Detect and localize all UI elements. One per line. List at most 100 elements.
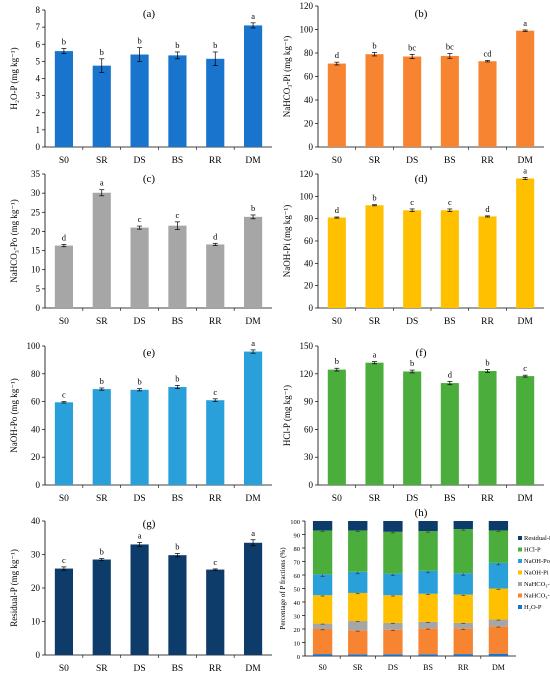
y-tick-label: 40 — [31, 424, 41, 434]
bar — [168, 55, 187, 147]
y-tick-label: 120 — [300, 169, 314, 179]
x-tick-label: DM — [518, 156, 534, 166]
panel-label: (c) — [143, 173, 156, 185]
stacked-segment — [453, 529, 473, 574]
y-axis-label: NaOH-Pi (mg kg⁻¹) — [282, 205, 292, 277]
significance-letter: c — [176, 210, 180, 220]
y-axis-label: NaHCO₃-Po (mg kg⁻¹) — [9, 199, 19, 283]
stacked-segment — [383, 654, 403, 656]
stacked-segment — [383, 531, 403, 574]
stacked-segment — [453, 654, 473, 656]
bar — [54, 245, 73, 308]
y-tick-label: 0 — [36, 142, 41, 152]
x-tick-label: DS — [134, 317, 146, 327]
stacked-segment — [488, 626, 509, 654]
panel-label: (h) — [415, 507, 428, 519]
x-tick-label: RR — [209, 494, 222, 504]
bar — [130, 54, 149, 147]
significance-letter: b — [175, 373, 179, 383]
y-tick-label: 120 — [300, 369, 314, 379]
x-tick-label: RR — [209, 664, 222, 674]
chart-panel-h: 0 10 20 30 40 50 60 70 80 90 100 Percentage of P fr… — [279, 507, 550, 672]
stacked-segment — [348, 630, 368, 655]
stacked-segment — [418, 521, 438, 532]
y-tick-label: 20 — [304, 281, 314, 291]
y-tick-label: 15 — [31, 246, 41, 256]
stacked-segment — [348, 592, 368, 622]
x-tick-label: S0 — [332, 317, 342, 327]
stacked-segment — [383, 629, 403, 655]
y-tick-label: 90 — [304, 397, 314, 407]
panel-label: (g) — [143, 518, 156, 530]
bar — [403, 56, 422, 147]
bar — [478, 371, 497, 485]
significance-letter: b — [213, 40, 217, 50]
significance-letter: c — [448, 197, 452, 207]
y-tick-label: 150 — [300, 341, 314, 351]
y-axis-label: NaHCO₃-Pi (mg kg⁻¹) — [282, 36, 292, 118]
chart-panel-b: 0 20 40 60 80 100 120 NaHCO₃-Pi (mg kg⁻¹) (b) S0 S… — [282, 1, 544, 166]
bar — [516, 376, 535, 485]
x-tick-label: BS — [423, 663, 433, 672]
y-tick-label: 35 — [31, 169, 41, 179]
x-tick-label: BS — [172, 317, 184, 327]
y-tick-label: 40 — [304, 95, 314, 105]
x-tick-label: DS — [406, 317, 418, 327]
y-tick-label: 60 — [304, 236, 314, 246]
panel-label: (a) — [143, 8, 156, 20]
stacked-segment — [312, 521, 333, 531]
x-tick-label: BS — [444, 156, 456, 166]
bar — [92, 559, 111, 655]
x-tick-label: SR — [96, 156, 108, 166]
x-tick-label: DS — [406, 156, 418, 166]
y-tick-label: 60 — [294, 573, 301, 580]
bar — [440, 210, 459, 308]
chart-panel-a: 0 1 2 3 4 5 6 7 8 H₂O-P (mg kg⁻¹) (a) S0 SR DS BS RR DM b… — [9, 5, 272, 166]
y-tick-label: 0 — [297, 654, 300, 661]
bar — [478, 216, 497, 308]
x-tick-label: DS — [134, 156, 146, 166]
y-tick-label: 5 — [36, 284, 41, 294]
bar — [244, 216, 263, 308]
y-tick-label: 70 — [294, 560, 301, 567]
significance-letter: a — [523, 165, 527, 175]
y-tick-label: 100 — [27, 341, 41, 351]
bar — [403, 210, 422, 308]
bar — [206, 400, 225, 485]
legend-label: NaHCO₃-Po — [524, 581, 550, 588]
x-tick-label: RR — [481, 317, 494, 327]
stacked-segment — [312, 654, 333, 656]
x-tick-label: S0 — [59, 317, 69, 327]
stacked-segment — [418, 531, 438, 571]
significance-letter: a — [251, 11, 255, 21]
x-tick-label: S0 — [59, 494, 69, 504]
y-tick-label: 80 — [294, 546, 301, 553]
y-tick-label: 10 — [31, 617, 41, 627]
x-tick-label: BS — [444, 494, 456, 504]
x-tick-label: RR — [209, 156, 222, 166]
x-tick-label: DM — [518, 494, 534, 504]
y-tick-label: 30 — [294, 614, 301, 621]
y-tick-label: 60 — [304, 72, 314, 82]
y-axis-label: HCl-P (mg kg⁻¹) — [282, 385, 292, 446]
significance-letter: cd — [483, 49, 492, 59]
legend-swatch — [518, 593, 522, 598]
bar — [478, 61, 497, 147]
x-tick-label: S0 — [318, 663, 326, 672]
x-tick-label: BS — [172, 494, 184, 504]
x-tick-label: DM — [492, 663, 505, 672]
stacked-segment — [488, 530, 509, 563]
significance-letter: b — [137, 36, 141, 46]
y-tick-label: 0 — [309, 142, 314, 152]
bar — [92, 65, 111, 147]
y-tick-label: 80 — [304, 48, 314, 58]
y-axis-label: NaOH-Po (mg kg⁻¹) — [9, 378, 19, 452]
y-tick-label: 6 — [36, 39, 41, 49]
x-tick-label: SR — [96, 317, 108, 327]
significance-letter: c — [213, 557, 217, 567]
bar — [327, 369, 346, 485]
stacked-segment — [488, 562, 509, 589]
stacked-segment — [383, 521, 403, 532]
bar — [440, 55, 459, 147]
y-tick-label: 0 — [36, 480, 41, 490]
